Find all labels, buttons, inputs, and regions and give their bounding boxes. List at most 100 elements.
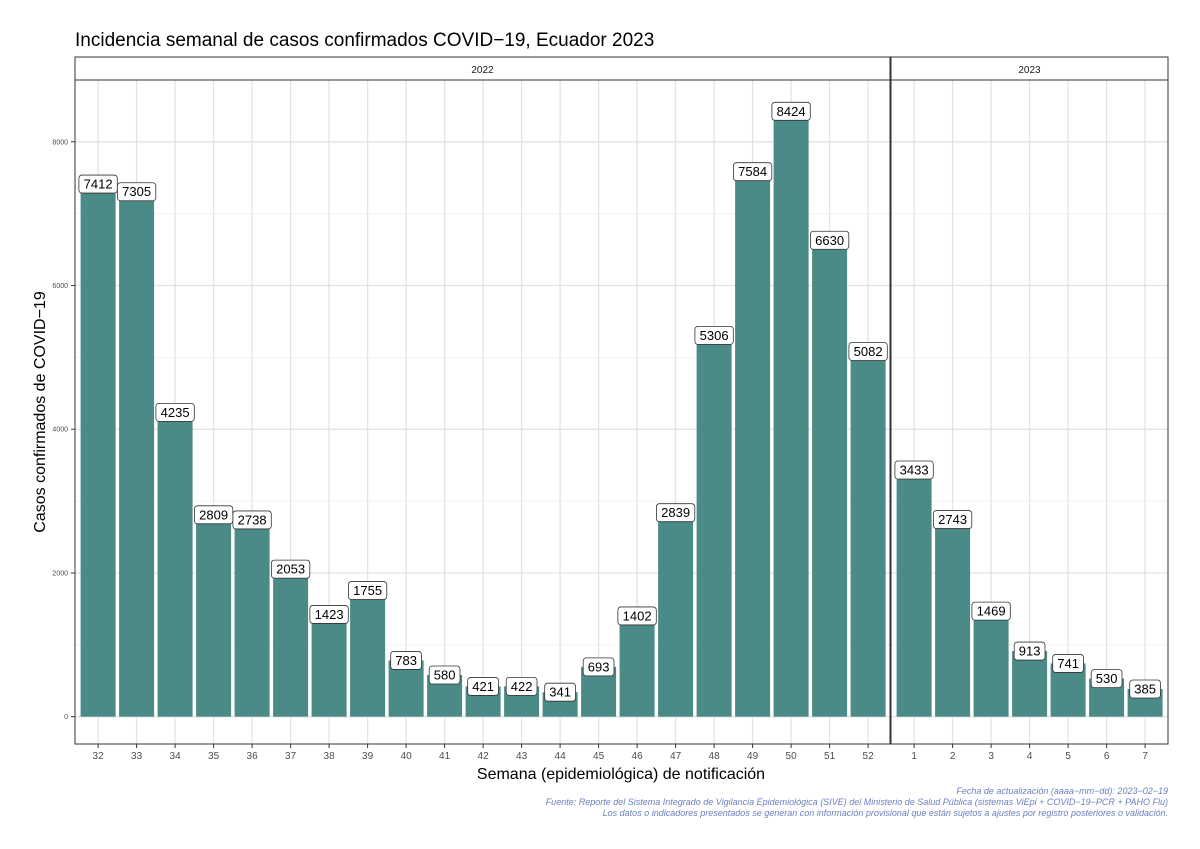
facet-strip-2023 — [890, 56, 1169, 81]
data-label-2023-5: 741 — [1057, 656, 1079, 671]
bar-2022-39 — [350, 590, 386, 717]
facet-strip-label-2022: 2022 — [471, 65, 494, 76]
x-tick-label-39: 39 — [362, 751, 374, 762]
data-label-2023-2: 2743 — [938, 512, 967, 527]
data-label-2023-1: 3433 — [900, 462, 929, 477]
bar-2023-3 — [973, 611, 1009, 717]
x-tick-label-51: 51 — [824, 751, 836, 762]
x-tick-label-44: 44 — [555, 751, 567, 762]
data-label-box — [1052, 654, 1084, 673]
x-tick-label-46: 46 — [632, 751, 644, 762]
chart-caption: Fecha de actualización (aaaa−mm−dd): 202… — [546, 786, 1168, 819]
data-label-2022-39: 1755 — [353, 583, 382, 598]
data-label-box — [544, 682, 576, 702]
data-label-2022-40: 783 — [395, 653, 417, 668]
data-label-box — [347, 581, 388, 600]
x-tick-label-4: 4 — [1027, 751, 1033, 762]
bar-2022-47 — [658, 512, 694, 717]
facet-strip-label-2023: 2023 — [1018, 65, 1041, 76]
x-tick-label-52: 52 — [863, 751, 875, 762]
data-label-box — [848, 342, 888, 361]
bar-2023-1 — [896, 469, 932, 717]
bar-2022-32 — [80, 184, 116, 717]
data-label-box — [505, 676, 538, 696]
bar-2022-35 — [196, 514, 232, 717]
x-tick-label-36: 36 — [247, 751, 259, 762]
y-tick-label-4000: 4000 — [52, 427, 68, 434]
data-label-box — [771, 101, 811, 121]
data-label-2022-51: 6630 — [815, 233, 844, 248]
y-tick-label-0: 0 — [64, 714, 68, 721]
y-tick-label-6000: 6000 — [52, 283, 68, 290]
data-label-2022-42: 421 — [472, 679, 494, 694]
data-label-box — [428, 665, 461, 685]
bar-2022-50 — [773, 111, 809, 717]
x-tick-label-6: 6 — [1104, 751, 1110, 762]
y-tick-label-2000: 2000 — [52, 570, 68, 577]
data-label-2023-3: 1469 — [977, 604, 1006, 619]
panel-2023: 3433 2743 1469 913 741 530 385 2023 1 2 3 4 5 6 7 — [890, 56, 1169, 762]
x-tick-label-42: 42 — [478, 751, 490, 762]
x-tick-label-47: 47 — [670, 751, 682, 762]
x-tick-label-7: 7 — [1142, 751, 1148, 762]
data-label-2022-48: 5306 — [700, 328, 729, 343]
bar-2022-38 — [311, 614, 347, 717]
data-label-2022-41: 580 — [434, 668, 456, 683]
data-label-box — [694, 325, 734, 345]
x-tick-label-33: 33 — [131, 751, 143, 762]
data-label-2022-34: 4235 — [161, 405, 190, 420]
data-label-box — [155, 402, 195, 422]
data-label-2022-36: 2738 — [238, 512, 267, 527]
data-label-2022-46: 1402 — [623, 608, 652, 623]
data-label-box — [1129, 679, 1161, 699]
data-label-box — [971, 601, 1011, 621]
x-tick-label-37: 37 — [285, 751, 297, 762]
data-label-box — [656, 503, 696, 523]
y-axis-title: Casos confirmados de COVID−19 — [32, 291, 49, 533]
x-tick-label-3: 3 — [988, 751, 994, 762]
data-label-2022-50: 8424 — [777, 104, 806, 119]
x-tick-label-35: 35 — [208, 751, 220, 762]
bar-2022-51 — [812, 240, 848, 717]
x-tick-label-2: 2 — [950, 751, 956, 762]
x-tick-label-45: 45 — [593, 751, 605, 762]
x-tick-label-40: 40 — [401, 751, 413, 762]
bar-2022-48 — [696, 335, 732, 717]
data-label-box — [309, 605, 349, 624]
data-label-2023-7: 385 — [1134, 682, 1156, 697]
x-tick-label-41: 41 — [439, 751, 451, 762]
data-label-2022-38: 1423 — [315, 607, 344, 622]
x-axis-title: Semana (epidemiológica) de notificación — [477, 766, 765, 783]
data-label-2022-43: 422 — [511, 679, 533, 694]
data-label-box — [810, 230, 850, 250]
data-label-box — [270, 559, 311, 579]
data-label-2022-52: 5082 — [854, 344, 883, 359]
y-tick-label-8000: 8000 — [52, 139, 68, 146]
data-label-2022-32: 7412 — [84, 177, 113, 192]
data-label-box — [117, 182, 157, 202]
x-tick-label-49: 49 — [747, 751, 759, 762]
data-label-box — [467, 677, 499, 696]
x-tick-label-1: 1 — [911, 751, 917, 762]
data-label-2022-47: 2839 — [661, 505, 690, 520]
x-tick-label-48: 48 — [709, 751, 721, 762]
data-label-box — [390, 651, 422, 670]
data-label-box — [733, 162, 773, 182]
x-tick-label-5: 5 — [1065, 751, 1071, 762]
caption-source: Fuente: Reporte del Sistema Integrado de… — [545, 797, 1168, 807]
bar-2022-46 — [619, 615, 655, 717]
data-label-2022-49: 7584 — [738, 164, 767, 179]
data-label-2023-4: 913 — [1019, 644, 1041, 659]
data-label-2023-6: 530 — [1096, 671, 1118, 686]
data-label-box — [1013, 641, 1046, 661]
data-label-box — [933, 510, 973, 529]
facet-strip-2022 — [74, 56, 891, 81]
bar-2022-52 — [850, 351, 886, 717]
data-label-2022-37: 2053 — [276, 562, 305, 577]
bar-2022-34 — [157, 412, 193, 717]
data-label-2022-33: 7305 — [122, 184, 151, 199]
bar-2022-33 — [119, 191, 155, 717]
caption-update-date: Fecha de actualización (aaaa−mm−dd): 202… — [956, 786, 1168, 796]
